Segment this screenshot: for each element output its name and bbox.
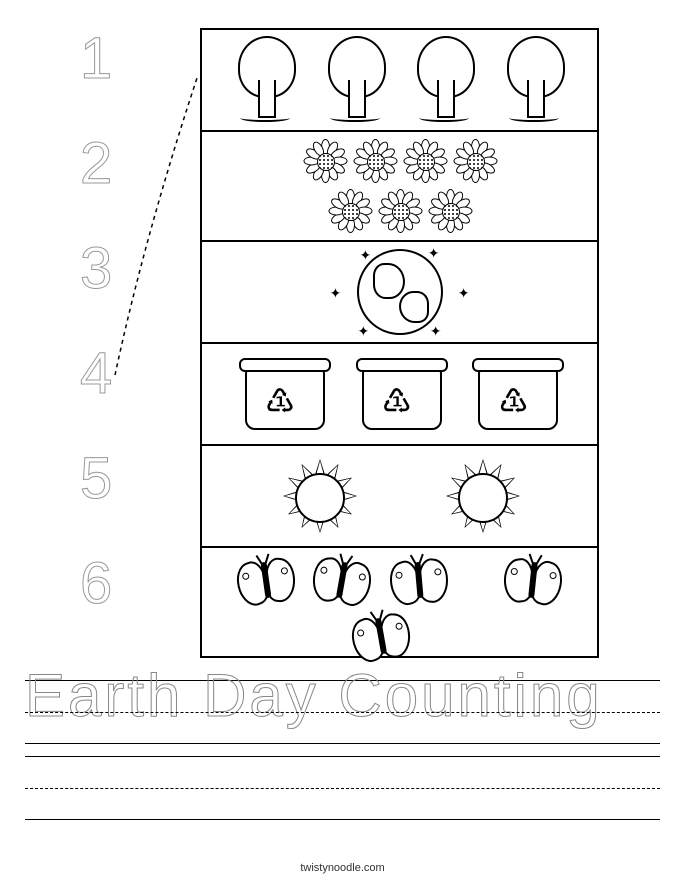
flower-icon bbox=[429, 190, 471, 232]
footer-credit: twistynoodle.com bbox=[0, 862, 685, 874]
numbers-column: 1 2 3 4 5 6 bbox=[80, 25, 114, 655]
sun-icon bbox=[263, 451, 373, 541]
match-line bbox=[110, 55, 205, 385]
tree-icon bbox=[409, 36, 479, 124]
grid-row-suns[interactable] bbox=[202, 446, 597, 548]
star-icon: ✦ bbox=[358, 323, 370, 340]
trace-number-1[interactable]: 1 bbox=[80, 25, 114, 85]
trace-number-3[interactable]: 3 bbox=[80, 235, 114, 295]
recycle-bin-icon: ♳ bbox=[472, 358, 560, 430]
sun-icon bbox=[426, 451, 536, 541]
star-icon: ✦ bbox=[458, 285, 470, 302]
picture-grid: ✦ ✦ ✦ ✦ ✦ ✦ ♳ ♳ ♳ bbox=[200, 28, 599, 658]
flower-icon bbox=[454, 140, 496, 182]
tree-icon bbox=[499, 36, 569, 124]
worksheet-page: 1 2 3 4 5 6 bbox=[0, 0, 685, 886]
writing-line-2[interactable] bbox=[25, 756, 660, 820]
star-icon: ✦ bbox=[330, 285, 342, 302]
flower-icon bbox=[304, 140, 346, 182]
trace-number-6[interactable]: 6 bbox=[80, 550, 114, 610]
recycle-bin-icon: ♳ bbox=[239, 358, 327, 430]
trace-number-2[interactable]: 2 bbox=[80, 130, 114, 190]
grid-row-earth[interactable]: ✦ ✦ ✦ ✦ ✦ ✦ bbox=[202, 242, 597, 344]
writing-line-1[interactable]: Earth Day Counting bbox=[25, 680, 660, 744]
flower-icon bbox=[404, 140, 446, 182]
grid-row-flowers[interactable] bbox=[202, 132, 597, 242]
tree-icon bbox=[320, 36, 390, 124]
grid-row-recycle[interactable]: ♳ ♳ ♳ bbox=[202, 344, 597, 446]
flower-icon bbox=[379, 190, 421, 232]
star-icon: ✦ bbox=[430, 323, 442, 340]
flower-icon bbox=[354, 140, 396, 182]
writing-lines-area: Earth Day Counting bbox=[25, 680, 660, 832]
tree-icon bbox=[230, 36, 300, 124]
recycle-bin-icon: ♳ bbox=[356, 358, 444, 430]
star-icon: ✦ bbox=[428, 245, 440, 262]
trace-number-5[interactable]: 5 bbox=[80, 445, 114, 505]
grid-row-butterflies[interactable] bbox=[202, 548, 597, 656]
butterfly-icon bbox=[231, 550, 300, 610]
butterfly-icon bbox=[345, 605, 415, 667]
earth-icon bbox=[357, 249, 443, 335]
butterfly-icon bbox=[386, 551, 452, 608]
trace-title-text: Earth Day Counting bbox=[25, 661, 603, 730]
grid-row-trees[interactable] bbox=[202, 30, 597, 132]
trace-number-4[interactable]: 4 bbox=[80, 340, 114, 400]
butterfly-icon bbox=[500, 551, 567, 609]
flower-icon bbox=[329, 190, 371, 232]
butterfly-icon bbox=[307, 549, 377, 611]
